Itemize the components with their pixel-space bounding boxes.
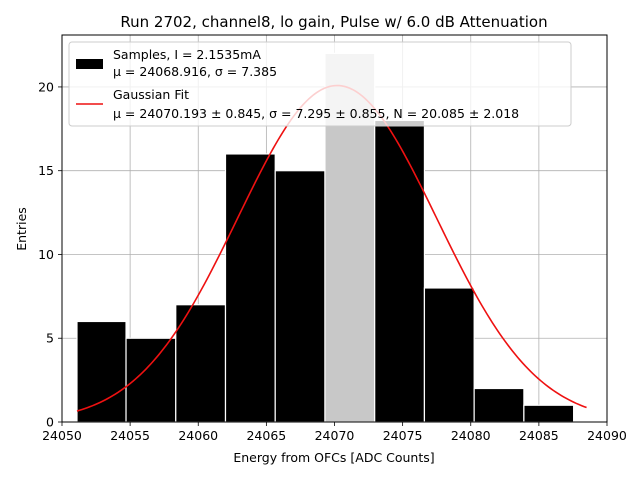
x-tick-label: 24055 [110, 428, 150, 443]
legend-fit-stats: μ = 24070.193 ± 0.845, σ = 7.295 ± 0.855… [113, 106, 519, 121]
histogram-bar [274, 170, 326, 423]
legend-box [68, 41, 572, 127]
legend-histogram-swatch [76, 59, 103, 69]
x-tick-label: 24090 [587, 428, 627, 443]
legend-histogram-label: Samples, I = 2.1535mA [113, 47, 261, 62]
histogram-bar [473, 387, 525, 423]
x-tick-label: 24070 [315, 428, 355, 443]
histogram-bar [374, 119, 426, 423]
histogram-bar [423, 287, 475, 423]
y-axis-ticks: 0 5 10 15 20 [38, 79, 62, 430]
y-axis-label: Entries [14, 207, 29, 251]
histogram-bar [523, 404, 575, 423]
y-tick-label: 15 [38, 163, 54, 178]
x-tick-label: 24050 [42, 428, 82, 443]
histogram-bar [224, 153, 276, 423]
x-axis-ticks: 24050 24055 24060 24065 24070 24075 24080 24085… [42, 422, 627, 443]
y-tick-label: 20 [38, 79, 54, 94]
legend-histogram-stats: μ = 24068.916, σ = 7.385 [113, 64, 277, 79]
x-tick-label: 24085 [519, 428, 559, 443]
x-axis-label: Energy from OFCs [ADC Counts] [233, 450, 434, 465]
legend-fit-label: Gaussian Fit [113, 87, 189, 102]
histogram-bar [175, 304, 227, 423]
legend: Samples, I = 2.1535mA μ = 24068.916, σ =… [68, 41, 572, 127]
chart-title: Run 2702, channel8, lo gain, Pulse w/ 6.… [120, 13, 547, 31]
x-tick-label: 24065 [246, 428, 286, 443]
y-tick-label: 0 [46, 415, 54, 430]
x-tick-label: 24080 [451, 428, 491, 443]
x-tick-label: 24075 [383, 428, 423, 443]
x-tick-label: 24060 [178, 428, 218, 443]
y-tick-label: 5 [46, 331, 54, 346]
y-tick-label: 10 [38, 247, 54, 262]
histogram-bar [76, 320, 127, 423]
